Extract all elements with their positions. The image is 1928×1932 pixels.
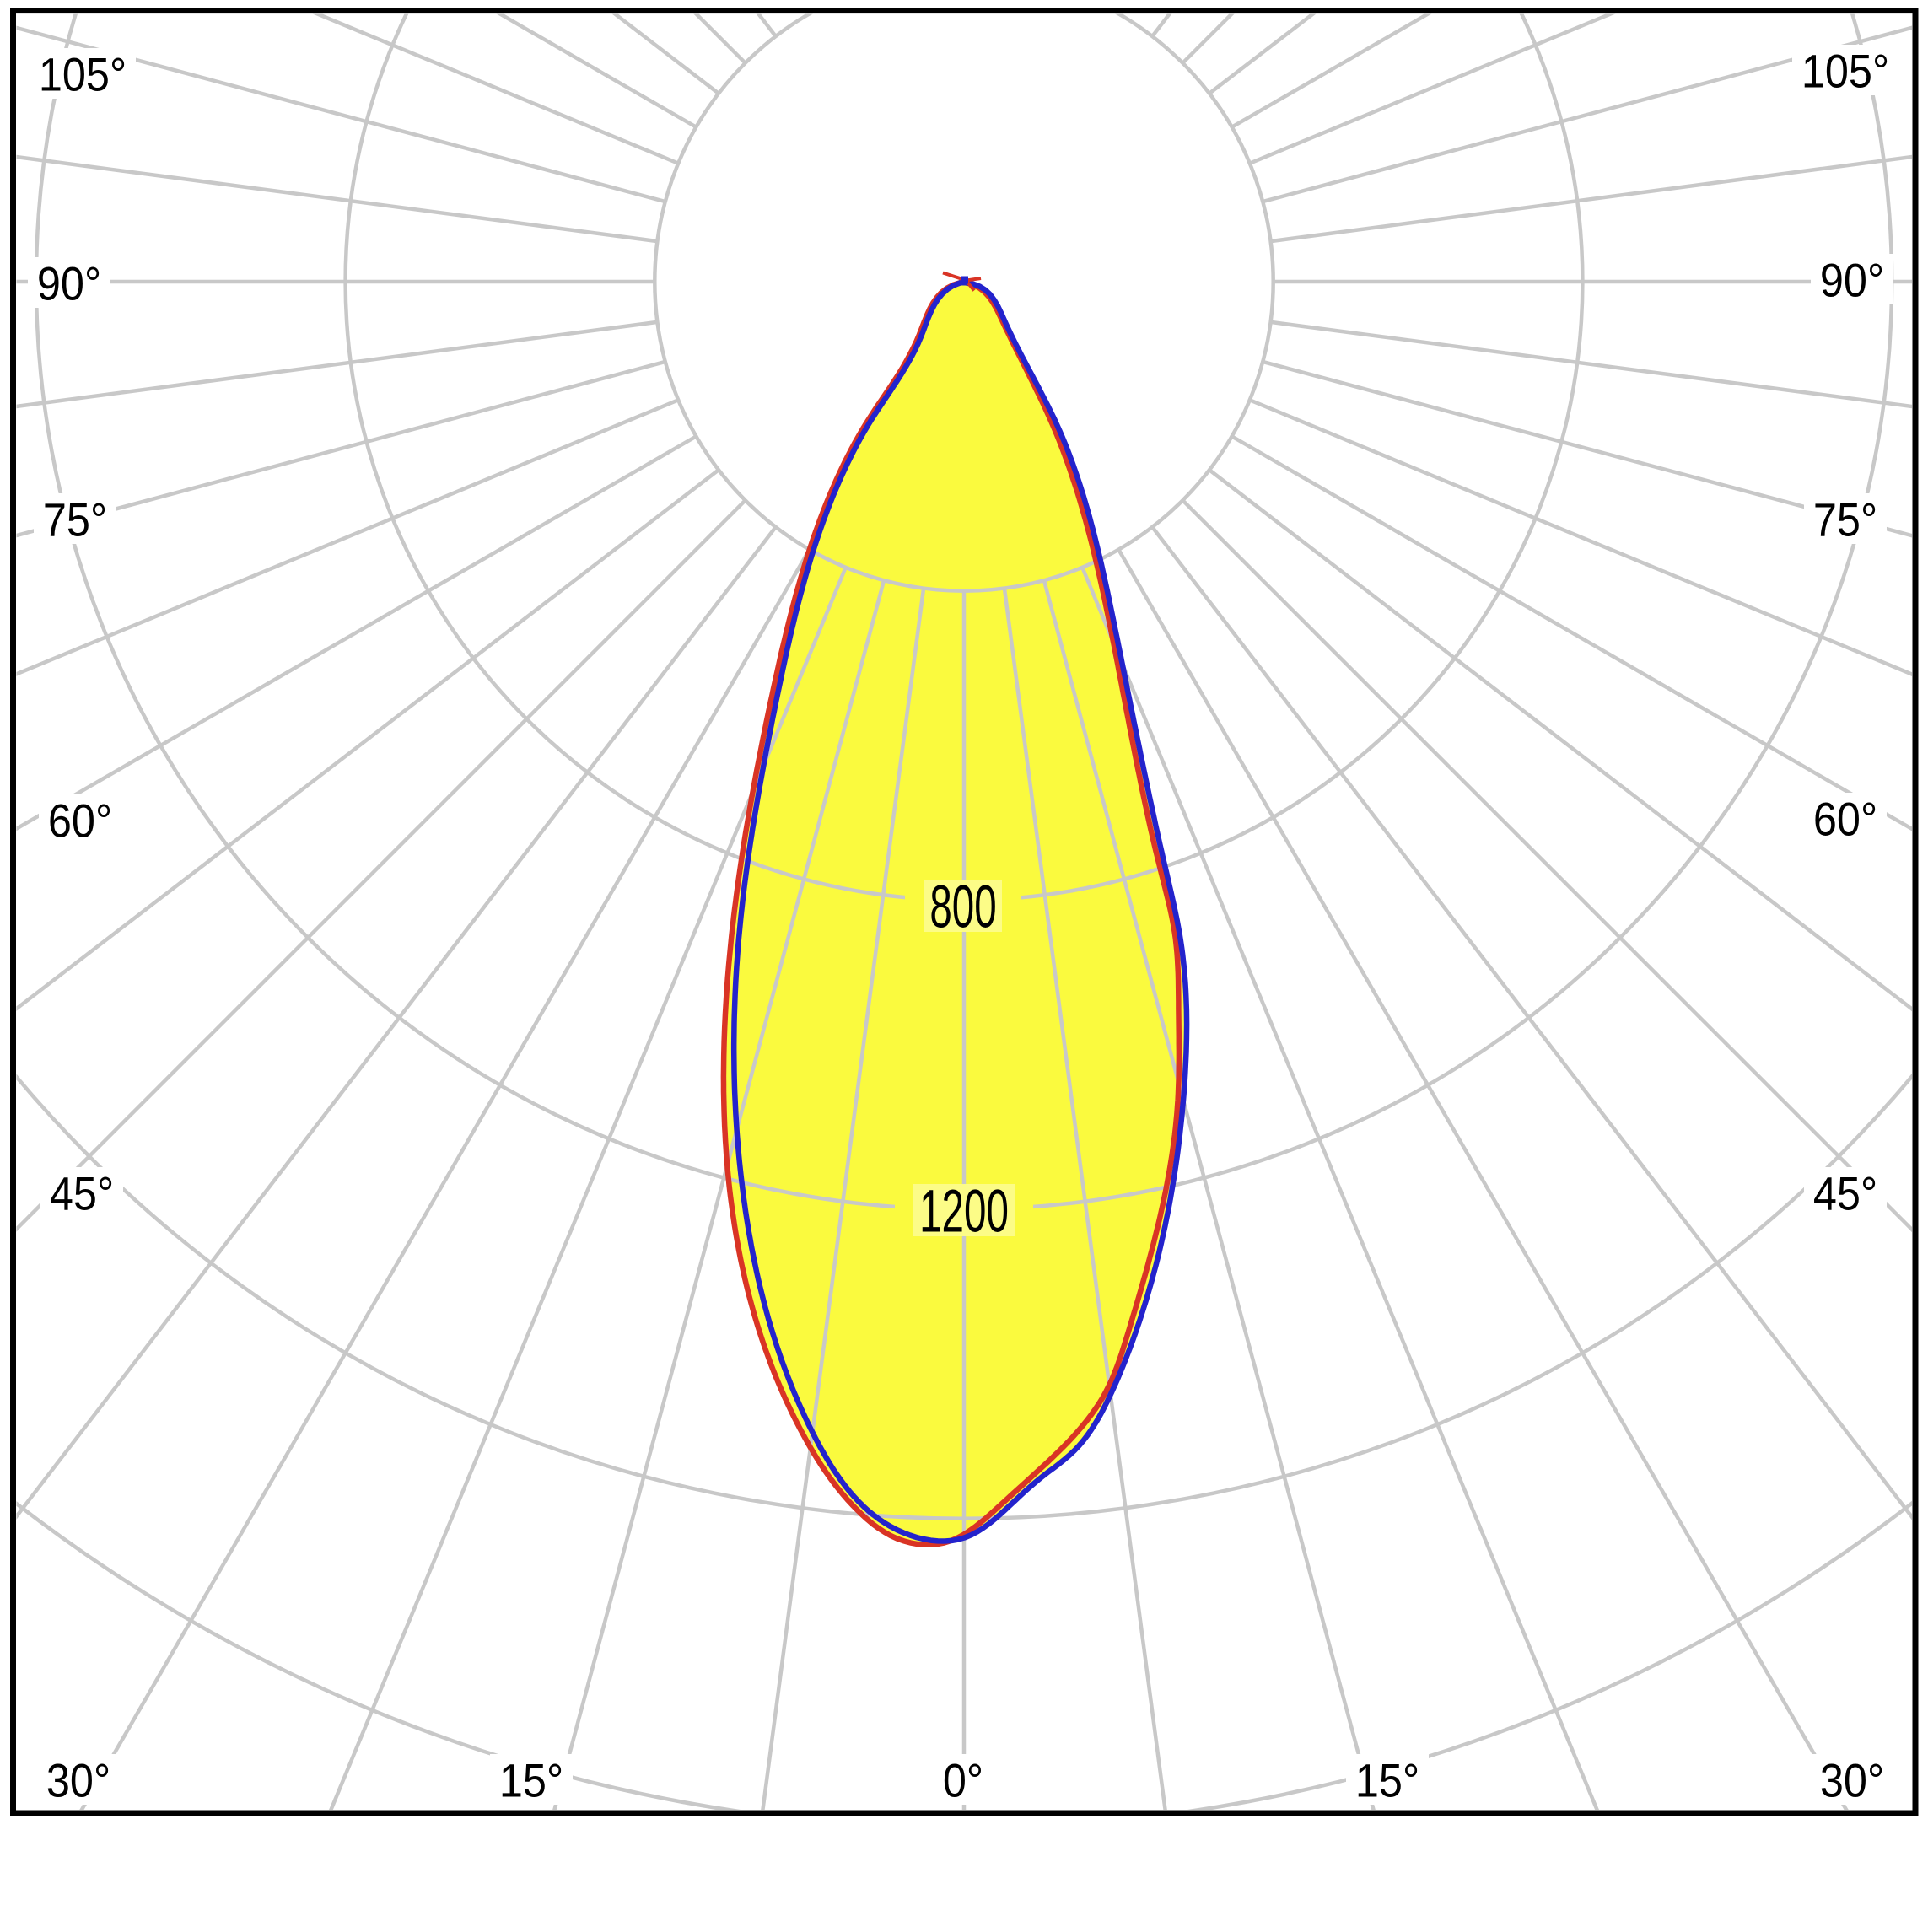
svg-text:1200: 1200 <box>919 1177 1009 1245</box>
svg-text:30°: 30° <box>1820 1755 1884 1807</box>
svg-text:90°: 90° <box>1820 255 1884 307</box>
svg-text:15°: 15° <box>499 1755 563 1807</box>
svg-text:90°: 90° <box>37 258 101 310</box>
svg-text:30°: 30° <box>46 1755 110 1807</box>
svg-text:800: 800 <box>929 873 996 940</box>
svg-text:45°: 45° <box>50 1168 114 1220</box>
svg-text:60°: 60° <box>1813 794 1877 846</box>
svg-text:60°: 60° <box>48 795 112 848</box>
svg-text:0°: 0° <box>943 1755 983 1807</box>
svg-text:75°: 75° <box>1813 494 1877 546</box>
svg-text:15°: 15° <box>1355 1755 1419 1807</box>
svg-text:45°: 45° <box>1813 1168 1877 1220</box>
svg-text:105°: 105° <box>39 49 127 101</box>
svg-text:105°: 105° <box>1801 46 1889 98</box>
svg-text:75°: 75° <box>43 494 107 546</box>
